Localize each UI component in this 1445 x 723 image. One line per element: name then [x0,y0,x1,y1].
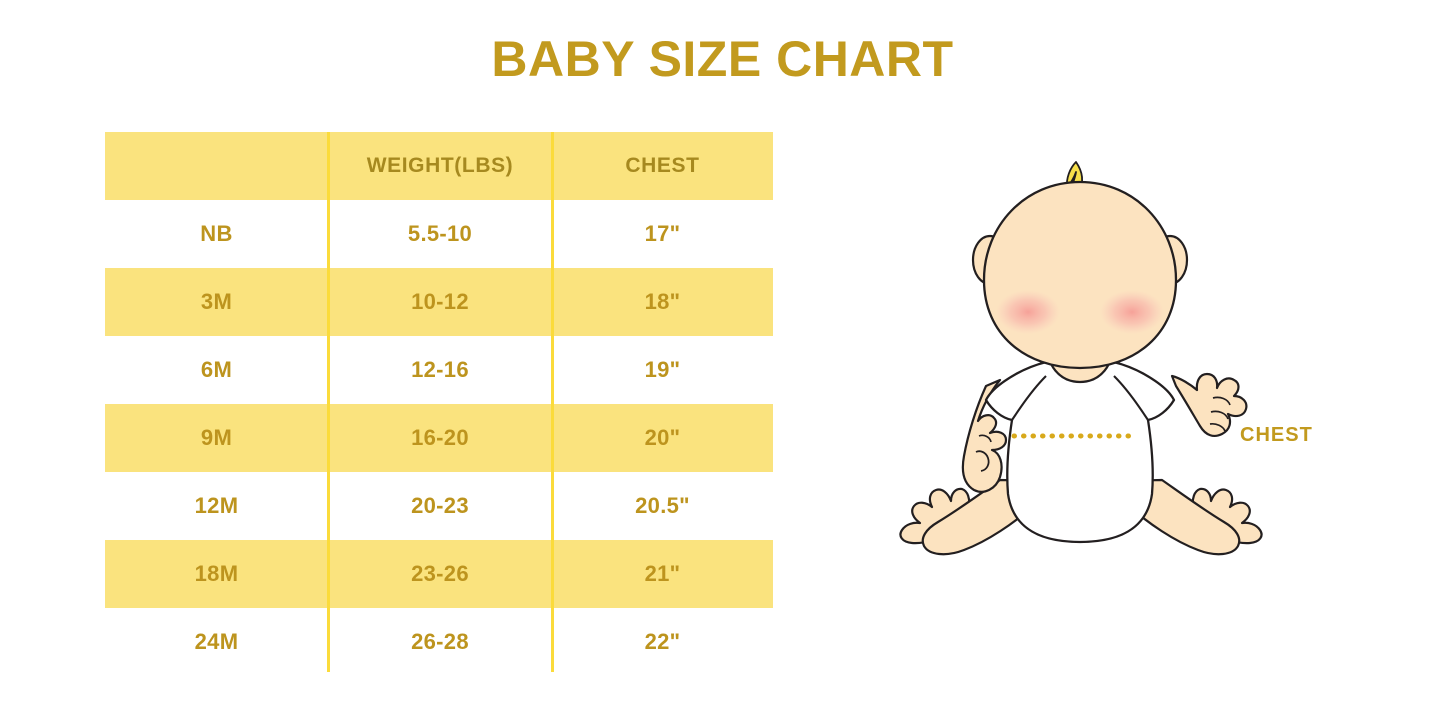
baby-left-cheek-blush [996,290,1060,334]
cell-chest: 20" [644,425,681,450]
cell-weight: 26-28 [411,629,469,654]
cell-chest: 18" [644,289,681,314]
cell-chest: 17" [644,221,681,246]
cell-weight: 10-12 [411,289,469,314]
cell-size: 3M [200,289,233,314]
table-row: 3M 10-12 18" [105,268,773,336]
sitting-baby-illustration [880,150,1280,610]
cell-size: 6M [200,357,233,382]
cell-weight: 12-16 [411,357,469,382]
table-row: NB 5.5-10 17" [105,200,773,268]
table-row: 9M 16-20 20" [105,404,773,472]
page-title: BABY SIZE CHART [491,31,954,87]
header-cell-chest: CHEST [625,154,700,177]
cell-weight: 16-20 [411,425,469,450]
baby-onesie [984,356,1176,544]
cell-weight: 23-26 [411,561,469,586]
baby-head [982,180,1178,370]
cell-size: NB [200,221,233,246]
cell-chest: 19" [644,357,681,382]
table-row: 12M 20-23 20.5" [105,472,773,540]
chest-measurement-label: CHEST [1240,424,1313,446]
cell-size: 24M [194,629,239,654]
header-cell-weight: WEIGHT(LBS) [366,154,514,177]
cell-chest: 20.5" [635,493,690,518]
cell-size: 12M [194,493,239,518]
cell-chest: 21" [644,561,681,586]
baby-right-cheek-blush [1100,290,1164,334]
column-divider-2 [551,132,554,672]
cell-weight: 5.5-10 [407,221,473,246]
table-row: 18M 23-26 21" [105,540,773,608]
cell-size: 18M [194,561,239,586]
table-header-row: WEIGHT(LBS) CHEST [105,132,773,200]
table-row: 24M 26-28 22" [105,608,773,676]
baby-left-arm [961,378,1008,493]
cell-chest: 22" [644,629,681,654]
table-row: 6M 12-16 19" [105,336,773,404]
cell-weight: 20-23 [411,493,469,518]
column-divider-1 [327,132,330,672]
baby-right-sleeve-seam [1113,375,1149,421]
cell-size: 9M [200,425,233,450]
baby-size-table: WEIGHT(LBS) CHEST NB 5.5-10 17" 3M 10-12… [105,132,773,676]
baby-right-arm [1170,372,1248,437]
baby-left-sleeve-seam [1011,375,1047,421]
